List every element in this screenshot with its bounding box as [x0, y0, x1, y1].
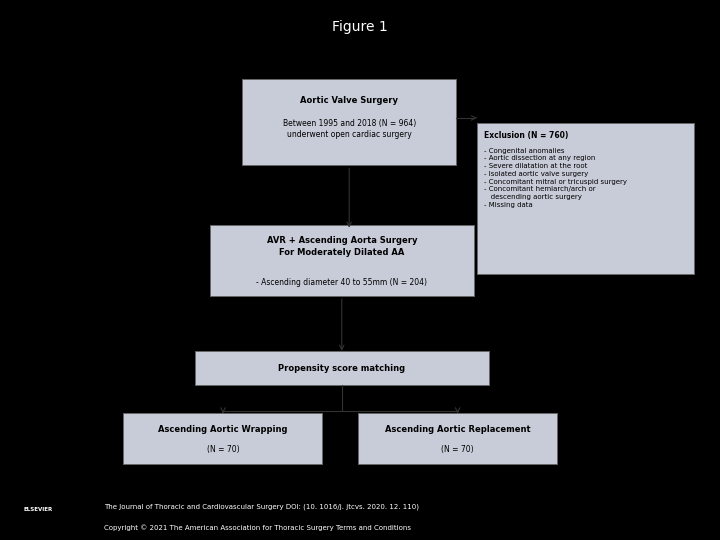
Bar: [124, 414, 323, 464]
Text: (N = 70): (N = 70): [207, 446, 239, 455]
Text: Exclusion (N = 760): Exclusion (N = 760): [484, 131, 568, 140]
Text: - Ascending diameter 40 to 55mm (N = 204): - Ascending diameter 40 to 55mm (N = 204…: [256, 278, 427, 287]
Text: Copyright © 2021 The American Association for Thoracic Surgery Terms and Conditi: Copyright © 2021 The American Associatio…: [104, 525, 411, 531]
Bar: [242, 79, 456, 165]
Text: (N = 70): (N = 70): [441, 446, 474, 455]
Bar: [194, 352, 489, 384]
Text: Figure 1: Figure 1: [332, 20, 388, 34]
Text: Between 1995 and 2018 (N = 964)
underwent open cardiac surgery: Between 1995 and 2018 (N = 964) underwen…: [282, 118, 416, 139]
Bar: [477, 124, 694, 274]
Text: ELSEVIER: ELSEVIER: [24, 507, 53, 512]
Text: Aortic Valve Surgery: Aortic Valve Surgery: [300, 96, 398, 105]
Text: Ascending Aortic Wrapping: Ascending Aortic Wrapping: [158, 424, 288, 434]
Bar: [358, 414, 557, 464]
Text: Ascending Aortic Replacement: Ascending Aortic Replacement: [384, 424, 531, 434]
Text: Propensity score matching: Propensity score matching: [278, 363, 405, 373]
Text: AVR + Ascending Aorta Surgery
For Moderately Dilated AA: AVR + Ascending Aorta Surgery For Modera…: [266, 237, 417, 256]
Text: - Congenital anomalies
- Aortic dissection at any region
- Severe dilatation at : - Congenital anomalies - Aortic dissecti…: [484, 148, 627, 208]
Text: The Journal of Thoracic and Cardiovascular Surgery DOI: (10. 1016/j. jtcvs. 2020: The Journal of Thoracic and Cardiovascul…: [104, 503, 419, 510]
Bar: [210, 225, 474, 296]
